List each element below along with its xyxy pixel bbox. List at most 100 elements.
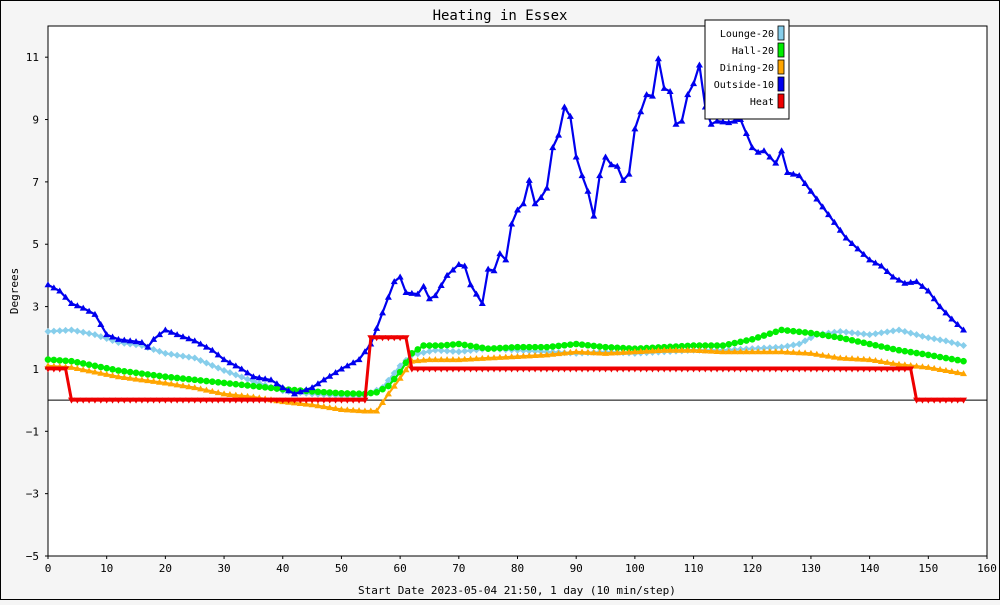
data-point — [549, 144, 557, 151]
data-point — [191, 384, 199, 391]
data-point — [895, 360, 903, 367]
data-point — [355, 356, 363, 363]
data-point — [514, 352, 521, 359]
data-point — [472, 290, 480, 297]
data-point — [373, 324, 381, 331]
data-point — [754, 148, 762, 155]
data-point — [85, 307, 93, 314]
data-point — [326, 389, 334, 396]
data-point — [202, 397, 210, 404]
data-point — [913, 362, 921, 369]
data-point — [743, 337, 750, 344]
data-point — [161, 326, 169, 333]
data-point — [514, 206, 521, 213]
data-point — [197, 340, 205, 347]
data-point — [848, 239, 856, 246]
data-point — [602, 343, 609, 351]
data-point — [508, 366, 516, 373]
data-point — [725, 366, 733, 373]
data-point — [801, 349, 809, 356]
data-point — [754, 366, 762, 373]
data-point — [584, 366, 592, 373]
data-point — [314, 380, 322, 387]
data-point — [179, 375, 187, 382]
data-point — [760, 332, 768, 339]
data-point — [279, 397, 287, 404]
data-point — [684, 346, 692, 353]
data-point — [713, 117, 721, 124]
data-point — [666, 87, 674, 94]
data-point — [948, 338, 956, 346]
data-point — [748, 144, 756, 151]
data-point — [531, 366, 539, 373]
data-point — [936, 365, 944, 372]
data-point — [179, 382, 187, 389]
data-point — [643, 91, 651, 98]
data-point — [220, 367, 228, 374]
data-point — [549, 366, 557, 373]
data-point — [432, 342, 439, 349]
data-point — [220, 397, 228, 404]
data-point — [918, 332, 926, 340]
data-point — [866, 366, 874, 373]
data-point — [602, 153, 610, 160]
data-point — [73, 397, 81, 404]
data-point — [73, 365, 81, 372]
data-point — [842, 354, 850, 361]
data-point — [443, 366, 451, 373]
data-point — [596, 343, 603, 350]
data-point — [332, 389, 339, 397]
data-point — [831, 333, 838, 341]
data-point — [244, 392, 252, 399]
data-point — [431, 356, 439, 363]
data-point — [461, 262, 469, 269]
data-point — [895, 326, 903, 334]
data-point — [531, 200, 539, 207]
data-point — [918, 363, 926, 370]
data-point — [97, 321, 105, 328]
data-point — [784, 327, 791, 334]
data-point — [343, 406, 351, 413]
data-point — [150, 335, 158, 342]
data-point — [279, 384, 287, 391]
data-point — [836, 226, 844, 233]
data-point — [126, 368, 134, 376]
data-point — [44, 281, 52, 288]
data-point — [895, 276, 903, 283]
data-point — [637, 366, 645, 373]
data-point — [519, 366, 527, 373]
data-point — [343, 397, 351, 404]
data-point — [502, 353, 510, 360]
data-point — [531, 343, 539, 351]
legend: Lounge-20 Hall-20 Dining-20 Outside-10 Heat — [704, 19, 790, 120]
data-point — [795, 172, 803, 179]
data-point — [384, 335, 392, 342]
y-tick-label: −1 — [26, 425, 39, 438]
data-point — [695, 61, 703, 68]
data-point — [126, 397, 134, 404]
legend-label: Outside-10 — [714, 80, 774, 91]
data-point — [596, 349, 604, 356]
data-point — [367, 335, 375, 342]
data-point — [79, 366, 87, 373]
data-point — [261, 384, 269, 391]
data-point — [913, 278, 921, 285]
data-point — [631, 366, 639, 373]
data-point — [754, 334, 762, 341]
data-point — [701, 347, 709, 354]
data-point — [173, 374, 181, 382]
data-point — [214, 364, 222, 372]
data-point — [367, 389, 375, 397]
x-tick-label: 40 — [276, 562, 289, 575]
data-point — [337, 397, 345, 404]
data-point — [889, 359, 897, 366]
data-point — [795, 349, 803, 356]
data-point — [97, 333, 105, 341]
data-point — [238, 392, 246, 399]
data-point — [373, 407, 381, 414]
data-point — [273, 397, 281, 404]
data-point — [144, 397, 152, 404]
data-point — [871, 259, 879, 266]
data-point — [156, 347, 164, 355]
data-point — [795, 340, 803, 348]
